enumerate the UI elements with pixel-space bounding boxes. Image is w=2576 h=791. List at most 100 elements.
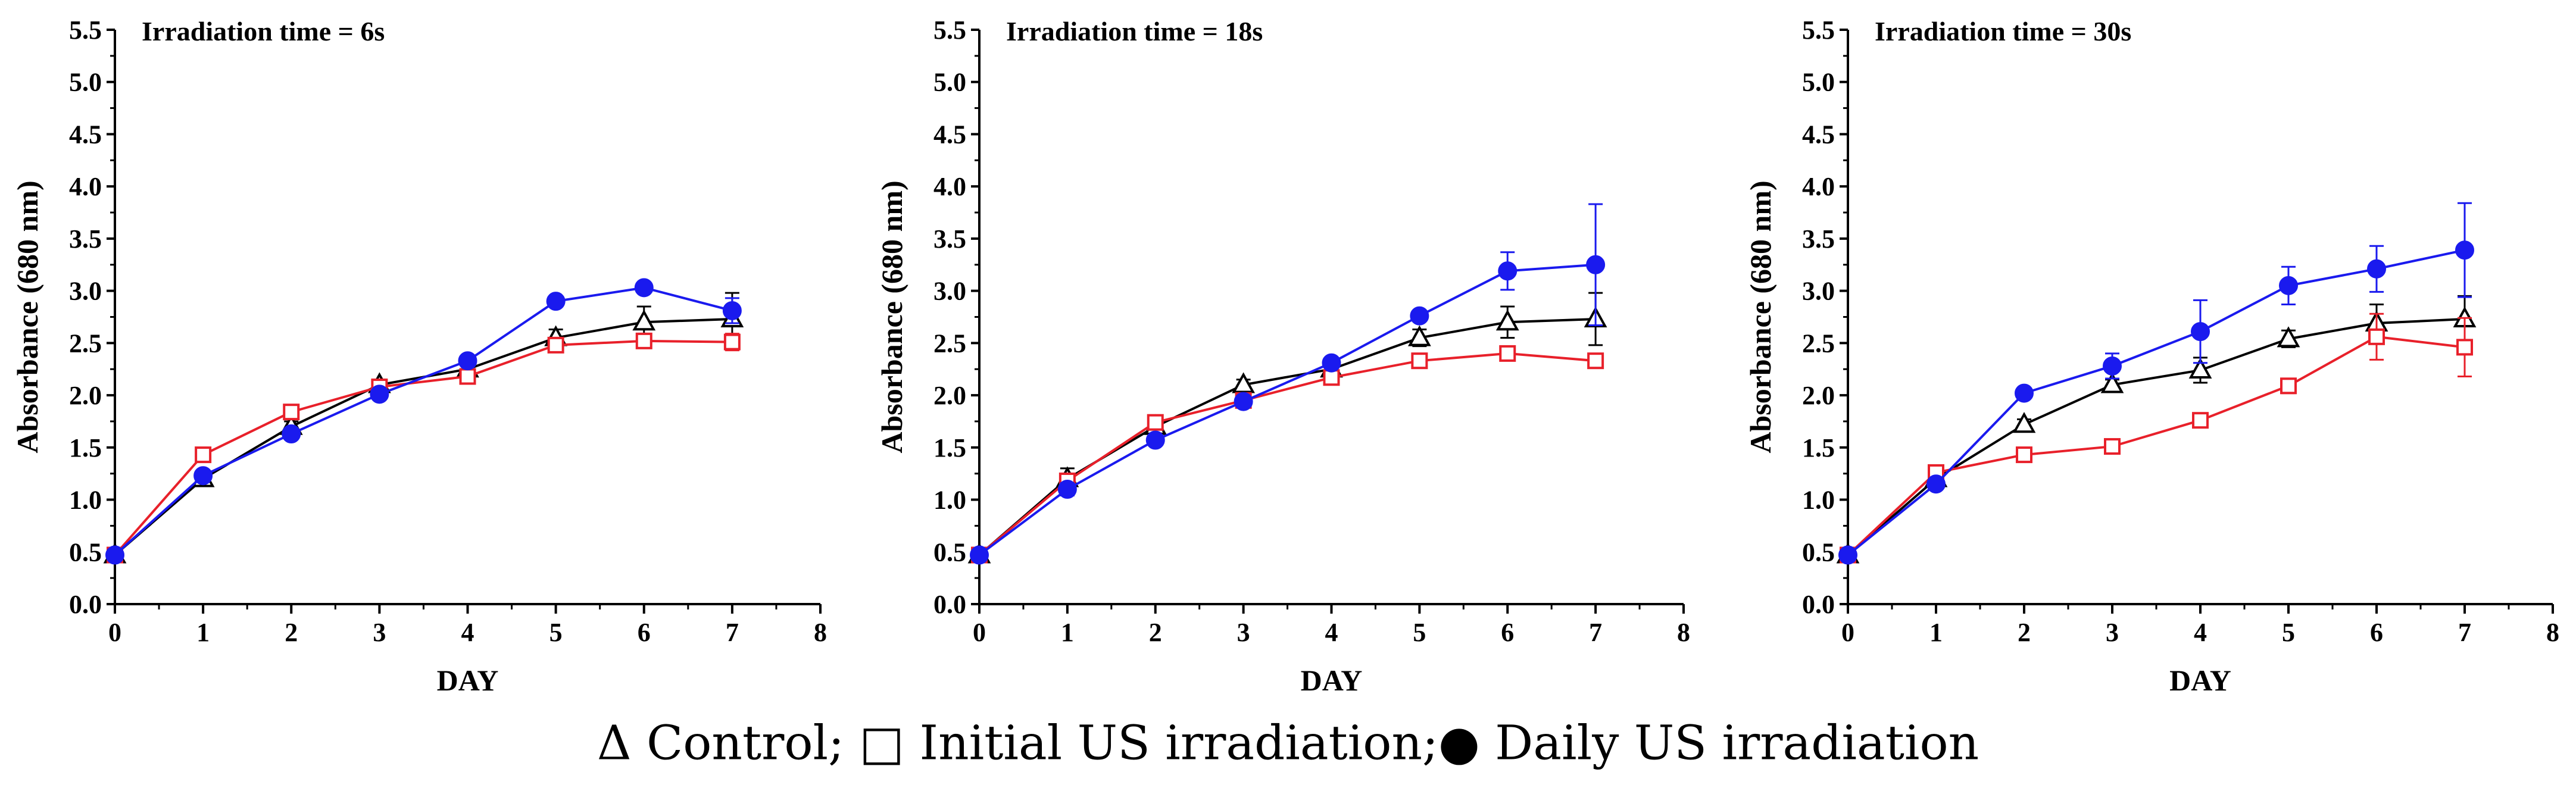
y-axis-title: Absorbance (680 nm) bbox=[1744, 180, 1777, 453]
daily-legend-symbol: ● bbox=[1438, 715, 1480, 771]
x-tick-label: 6 bbox=[1501, 618, 1514, 647]
data-point bbox=[1498, 261, 1518, 281]
x-tick-label: 4 bbox=[2194, 618, 2207, 647]
figure-legend: Δ Control; □ Initial US irradiation;● Da… bbox=[0, 711, 2576, 771]
chart-panel-6s: 0.0 0.5 1.0 1.5 2.0 2.5 3.0 3.5 4.0 4.5 5.0 5.5 0 1 2 3… bbox=[11, 15, 827, 697]
y-tick-label: 1.0 bbox=[1802, 486, 1835, 515]
data-point bbox=[2100, 372, 2124, 393]
data-point bbox=[547, 336, 564, 354]
x-tick-label: 6 bbox=[2370, 618, 2383, 647]
data-point bbox=[722, 301, 742, 320]
series-line bbox=[1847, 318, 2465, 556]
x-tick-label: 4 bbox=[461, 618, 474, 647]
y-tick-label: 0.5 bbox=[69, 537, 102, 567]
data-point bbox=[370, 384, 389, 404]
x-tick-label: 8 bbox=[1677, 618, 1690, 647]
data-point bbox=[1232, 372, 1256, 393]
x-tick-label: 8 bbox=[2546, 618, 2559, 647]
x-axis-title: DAY bbox=[1301, 664, 1363, 697]
x-tick-label: 0 bbox=[108, 618, 121, 647]
data-point bbox=[2015, 383, 2034, 403]
y-tick-label: 0.0 bbox=[69, 590, 102, 619]
x-tick-label: 4 bbox=[1325, 618, 1338, 647]
x-tick-label: 1 bbox=[1061, 618, 1074, 647]
data-point bbox=[195, 446, 212, 464]
y-tick-label: 2.0 bbox=[933, 381, 966, 410]
data-point bbox=[1926, 474, 1946, 494]
y-tick-label: 3.5 bbox=[69, 224, 102, 254]
x-tick-label: 2 bbox=[2018, 618, 2031, 647]
data-point bbox=[2456, 339, 2473, 356]
y-tick-label: 1.5 bbox=[933, 433, 966, 462]
y-tick-label: 0.0 bbox=[1802, 590, 1835, 619]
data-point bbox=[1499, 345, 1516, 362]
series-daily-us-irradiation bbox=[970, 203, 1606, 565]
series-line bbox=[978, 352, 1596, 556]
x-tick-label: 7 bbox=[726, 618, 739, 647]
data-point bbox=[2368, 328, 2385, 345]
control-legend-label: Control; bbox=[631, 715, 845, 771]
initial-legend-label: Initial US irradiation; bbox=[904, 715, 1438, 771]
series-line bbox=[978, 263, 1596, 556]
x-tick-label: 5 bbox=[1413, 618, 1426, 647]
data-point bbox=[2367, 259, 2386, 279]
data-point bbox=[1838, 545, 1857, 565]
y-tick-label: 3.5 bbox=[1802, 224, 1835, 254]
y-tick-label: 2.5 bbox=[69, 329, 102, 358]
y-tick-label: 3.0 bbox=[1802, 277, 1835, 306]
y-tick-label: 5.0 bbox=[933, 68, 966, 97]
data-point bbox=[105, 545, 124, 565]
x-tick-label: 1 bbox=[196, 618, 210, 647]
data-point bbox=[193, 466, 213, 486]
series-daily-us-irradiation bbox=[1838, 202, 2474, 565]
y-tick-label: 4.5 bbox=[1802, 120, 1835, 149]
data-point bbox=[546, 292, 566, 311]
y-axis-title: Absorbance (680 nm) bbox=[875, 180, 908, 453]
x-tick-label: 8 bbox=[814, 618, 827, 647]
data-point bbox=[282, 424, 301, 444]
x-tick-label: 2 bbox=[1149, 618, 1162, 647]
data-point bbox=[2280, 377, 2297, 395]
y-tick-label: 1.5 bbox=[1802, 433, 1835, 462]
data-point bbox=[1411, 352, 1428, 370]
x-tick-label: 2 bbox=[285, 618, 298, 647]
initial-legend-symbol: □ bbox=[844, 715, 905, 771]
data-point bbox=[723, 333, 741, 351]
y-tick-label: 5.5 bbox=[1802, 15, 1835, 45]
data-point bbox=[1323, 369, 1340, 386]
y-tick-label: 3.5 bbox=[933, 224, 966, 254]
data-point bbox=[458, 351, 477, 371]
series-initial-us-irradiation bbox=[1840, 312, 2473, 564]
data-point bbox=[1587, 352, 1604, 370]
data-point bbox=[970, 545, 989, 565]
series-line bbox=[114, 339, 732, 556]
y-axis-title: Absorbance (680 nm) bbox=[11, 180, 44, 453]
x-tick-label: 5 bbox=[2282, 618, 2295, 647]
series-daily-us-irradiation bbox=[105, 278, 742, 565]
y-tick-label: 2.5 bbox=[933, 329, 966, 358]
data-point bbox=[1145, 430, 1165, 450]
y-tick-label: 4.5 bbox=[933, 120, 966, 149]
data-point bbox=[1234, 392, 1253, 411]
y-tick-label: 3.0 bbox=[69, 277, 102, 306]
data-point bbox=[634, 278, 654, 298]
data-point bbox=[2191, 322, 2210, 342]
data-point bbox=[1147, 414, 1164, 431]
chart-panel-30s: 0.0 0.5 1.0 1.5 2.0 2.5 3.0 3.5 4.0 4.5 5.0 5.5 0 1 2 3… bbox=[1744, 15, 2559, 697]
x-axis-title: DAY bbox=[2169, 664, 2231, 697]
chart-title: Irradiation time = 18s bbox=[1006, 16, 1263, 46]
data-point bbox=[1410, 306, 1429, 326]
y-tick-label: 4.0 bbox=[933, 172, 966, 201]
daily-legend-label: Daily US irradiation bbox=[1479, 715, 1979, 771]
data-point bbox=[283, 404, 300, 421]
y-tick-label: 2.0 bbox=[1802, 381, 1835, 410]
data-point bbox=[1495, 309, 1519, 331]
y-tick-label: 1.0 bbox=[933, 486, 966, 515]
data-point bbox=[2104, 438, 2121, 455]
x-axis-title: DAY bbox=[437, 664, 499, 697]
data-point bbox=[632, 309, 656, 331]
chart-title: Irradiation time = 30s bbox=[1875, 16, 2131, 46]
data-point bbox=[2103, 356, 2122, 376]
data-point bbox=[2455, 240, 2474, 260]
